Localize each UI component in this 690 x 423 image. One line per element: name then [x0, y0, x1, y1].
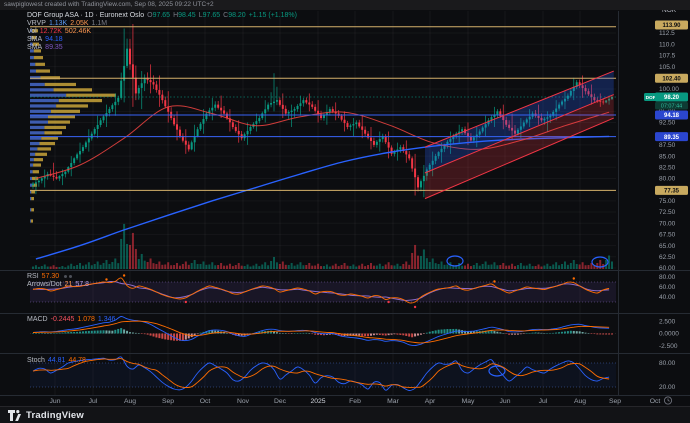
svg-text:Oct: Oct	[200, 398, 211, 405]
svg-text:40.00: 40.00	[659, 294, 676, 301]
svg-text:DOFG: DOFG	[646, 95, 660, 101]
svg-text:98.20: 98.20	[664, 95, 680, 101]
blue-price-label: 94.18	[655, 110, 688, 120]
svg-text:2025: 2025	[310, 398, 325, 405]
time-axis[interactable]: Jun Jul Aug Sep Oct Nov Dec 2025 Feb Mar Apr May Jun…	[50, 396, 673, 405]
svg-text:70.00: 70.00	[659, 220, 676, 227]
svg-text:82.50: 82.50	[659, 164, 676, 171]
sma200-line	[35, 135, 610, 260]
svg-text:Aug: Aug	[124, 398, 136, 405]
circle-annotation[interactable]	[488, 365, 506, 377]
svg-text:72.50: 72.50	[659, 209, 676, 216]
blue-price-label: 89.35	[655, 132, 688, 142]
svg-text:75.00: 75.00	[659, 198, 676, 205]
svg-text:80.00: 80.00	[659, 274, 676, 281]
gold-price-label: 77.35	[655, 185, 688, 195]
tradingview-brand-text[interactable]: TradingView	[26, 409, 84, 421]
volume-bars	[32, 223, 613, 269]
attribution-bar: sawpiglowest created with TradingView.co…	[0, 0, 690, 10]
ascending-channel-drawing[interactable]	[424, 70, 614, 200]
volume-profile	[30, 29, 116, 223]
stoch-pane	[30, 356, 616, 391]
svg-text:Sep: Sep	[609, 398, 621, 405]
svg-text:80.00: 80.00	[659, 360, 676, 367]
horizontal-line-drawings[interactable]	[30, 26, 616, 191]
macd-pane	[30, 316, 616, 346]
svg-text:Apr: Apr	[425, 398, 436, 405]
sma50-line	[35, 105, 610, 179]
svg-text:110.0: 110.0	[659, 41, 675, 48]
svg-text:Oct: Oct	[650, 398, 661, 405]
svg-text:107.5: 107.5	[659, 53, 676, 60]
svg-text:87.50: 87.50	[659, 142, 676, 149]
circle-annotation[interactable]	[591, 256, 609, 268]
svg-text:Feb: Feb	[349, 398, 361, 405]
last-price-label: DOFG 98.20 07:07:44	[644, 92, 688, 110]
svg-text:100.00: 100.00	[659, 86, 679, 93]
svg-text:07:07:44: 07:07:44	[661, 104, 682, 110]
gold-price-label: 102.40	[655, 73, 688, 83]
svg-text:Mar: Mar	[387, 398, 399, 405]
svg-text:65.00: 65.00	[659, 243, 676, 250]
svg-text:67.50: 67.50	[659, 232, 676, 239]
footer-bar: TradingView	[0, 406, 690, 423]
gridlines	[30, 11, 616, 395]
svg-text:Jun: Jun	[50, 398, 61, 405]
svg-text:92.50: 92.50	[659, 120, 676, 127]
svg-text:20.00: 20.00	[659, 384, 676, 391]
svg-text:77.35: 77.35	[664, 189, 680, 195]
svg-text:Aug: Aug	[574, 398, 586, 405]
svg-text:113.90: 113.90	[662, 23, 681, 29]
svg-text:Nov: Nov	[237, 398, 250, 405]
svg-text:-2.500: -2.500	[659, 343, 678, 350]
rsi-pane	[30, 274, 616, 309]
svg-text:89.35: 89.35	[664, 135, 680, 141]
svg-text:2.500: 2.500	[659, 319, 676, 326]
svg-text:60.00: 60.00	[659, 284, 676, 291]
svg-text:60.00: 60.00	[659, 265, 676, 272]
gold-price-label: 113.90	[655, 20, 688, 30]
tradingview-logo-icon[interactable]	[8, 409, 21, 421]
svg-text:Dec: Dec	[274, 398, 287, 405]
svg-text:112.5: 112.5	[659, 30, 675, 37]
svg-text:80.00: 80.00	[659, 176, 676, 183]
svg-text:62.50: 62.50	[659, 254, 676, 261]
timezone-clock-icon[interactable]	[664, 396, 673, 405]
svg-text:94.18: 94.18	[664, 113, 680, 119]
svg-text:0.0000: 0.0000	[659, 331, 679, 338]
price-scale[interactable]: 112.5110.0107.5105.0100.0095.0092.5087.5…	[644, 20, 688, 392]
svg-text:Sep: Sep	[162, 398, 174, 405]
svg-text:May: May	[462, 398, 475, 405]
svg-text:Jul: Jul	[539, 398, 548, 405]
svg-text:Jul: Jul	[89, 398, 98, 405]
svg-text:105.0: 105.0	[659, 64, 676, 71]
circle-annotation[interactable]	[446, 255, 464, 267]
svg-text:102.40: 102.40	[662, 76, 681, 82]
svg-text:Jun: Jun	[500, 398, 511, 405]
svg-text:85.00: 85.00	[659, 153, 676, 160]
